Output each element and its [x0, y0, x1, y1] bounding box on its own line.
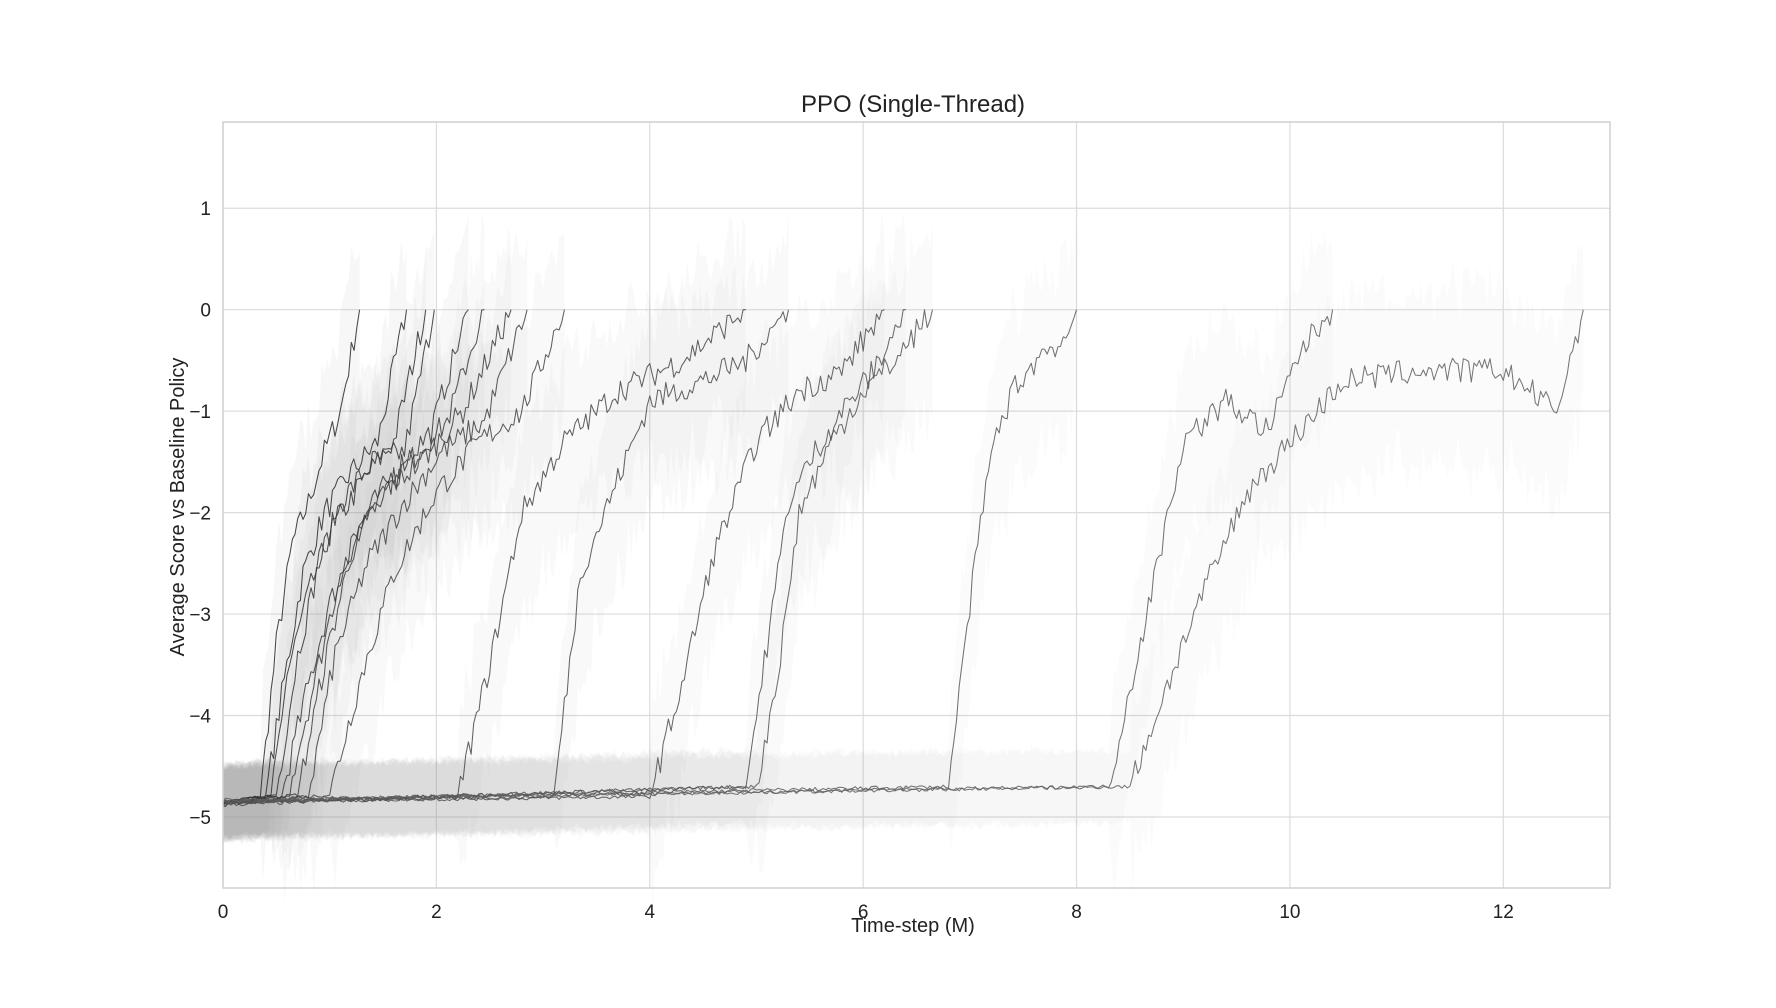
y-tick-label: 1 [200, 199, 211, 220]
x-tick-label: 8 [1071, 902, 1082, 923]
series-lines [222, 309, 1584, 807]
y-tick-label: −4 [189, 707, 211, 728]
variance-band [223, 216, 746, 868]
plot-frame [222, 121, 1611, 889]
y-tick-label: −2 [189, 504, 211, 525]
variance-band [223, 239, 407, 856]
series-line [222, 309, 1584, 803]
x-axis-label: Time-step (M) [851, 915, 975, 937]
chart-title: PPO (Single-Thread) [801, 91, 1025, 118]
y-tick-label: 0 [200, 301, 211, 322]
grid-horizontal-lines [223, 207, 1610, 818]
y-axis-label: Average Score vs Baseline Policy [167, 358, 189, 657]
variance-band [223, 222, 1077, 852]
variance-band [223, 212, 885, 911]
y-tick-labels: 1 0 −1 −2 −3 −4 −5 [189, 199, 211, 829]
series-line [222, 309, 565, 807]
series-line [222, 309, 906, 805]
x-tick-label: 4 [644, 902, 655, 923]
variance-band [223, 208, 789, 852]
series-line [222, 309, 427, 805]
x-tick-label: 10 [1279, 902, 1300, 923]
variance-band [223, 230, 1333, 891]
variance-band [223, 231, 528, 896]
series-line [222, 309, 435, 804]
x-tick-label: 12 [1493, 902, 1514, 923]
x-tick-label: 6 [858, 902, 869, 923]
grid-vertical-lines [222, 122, 1504, 888]
x-tick-label: 2 [431, 902, 442, 923]
y-tick-label: −1 [189, 402, 211, 423]
variance-band [223, 228, 435, 871]
variance-band [223, 233, 565, 888]
y-tick-label: −5 [189, 808, 211, 829]
series-line [222, 309, 512, 806]
variance-band [223, 224, 512, 891]
y-tick-label: −3 [189, 605, 211, 626]
x-tick-label: 0 [218, 902, 229, 923]
variance-bands [223, 208, 1584, 911]
variance-band [223, 243, 1584, 894]
variance-band [223, 245, 360, 881]
x-tick-labels: 0 2 4 6 8 10 12 [218, 902, 1514, 923]
variance-band [223, 249, 426, 866]
variance-band [223, 220, 933, 876]
